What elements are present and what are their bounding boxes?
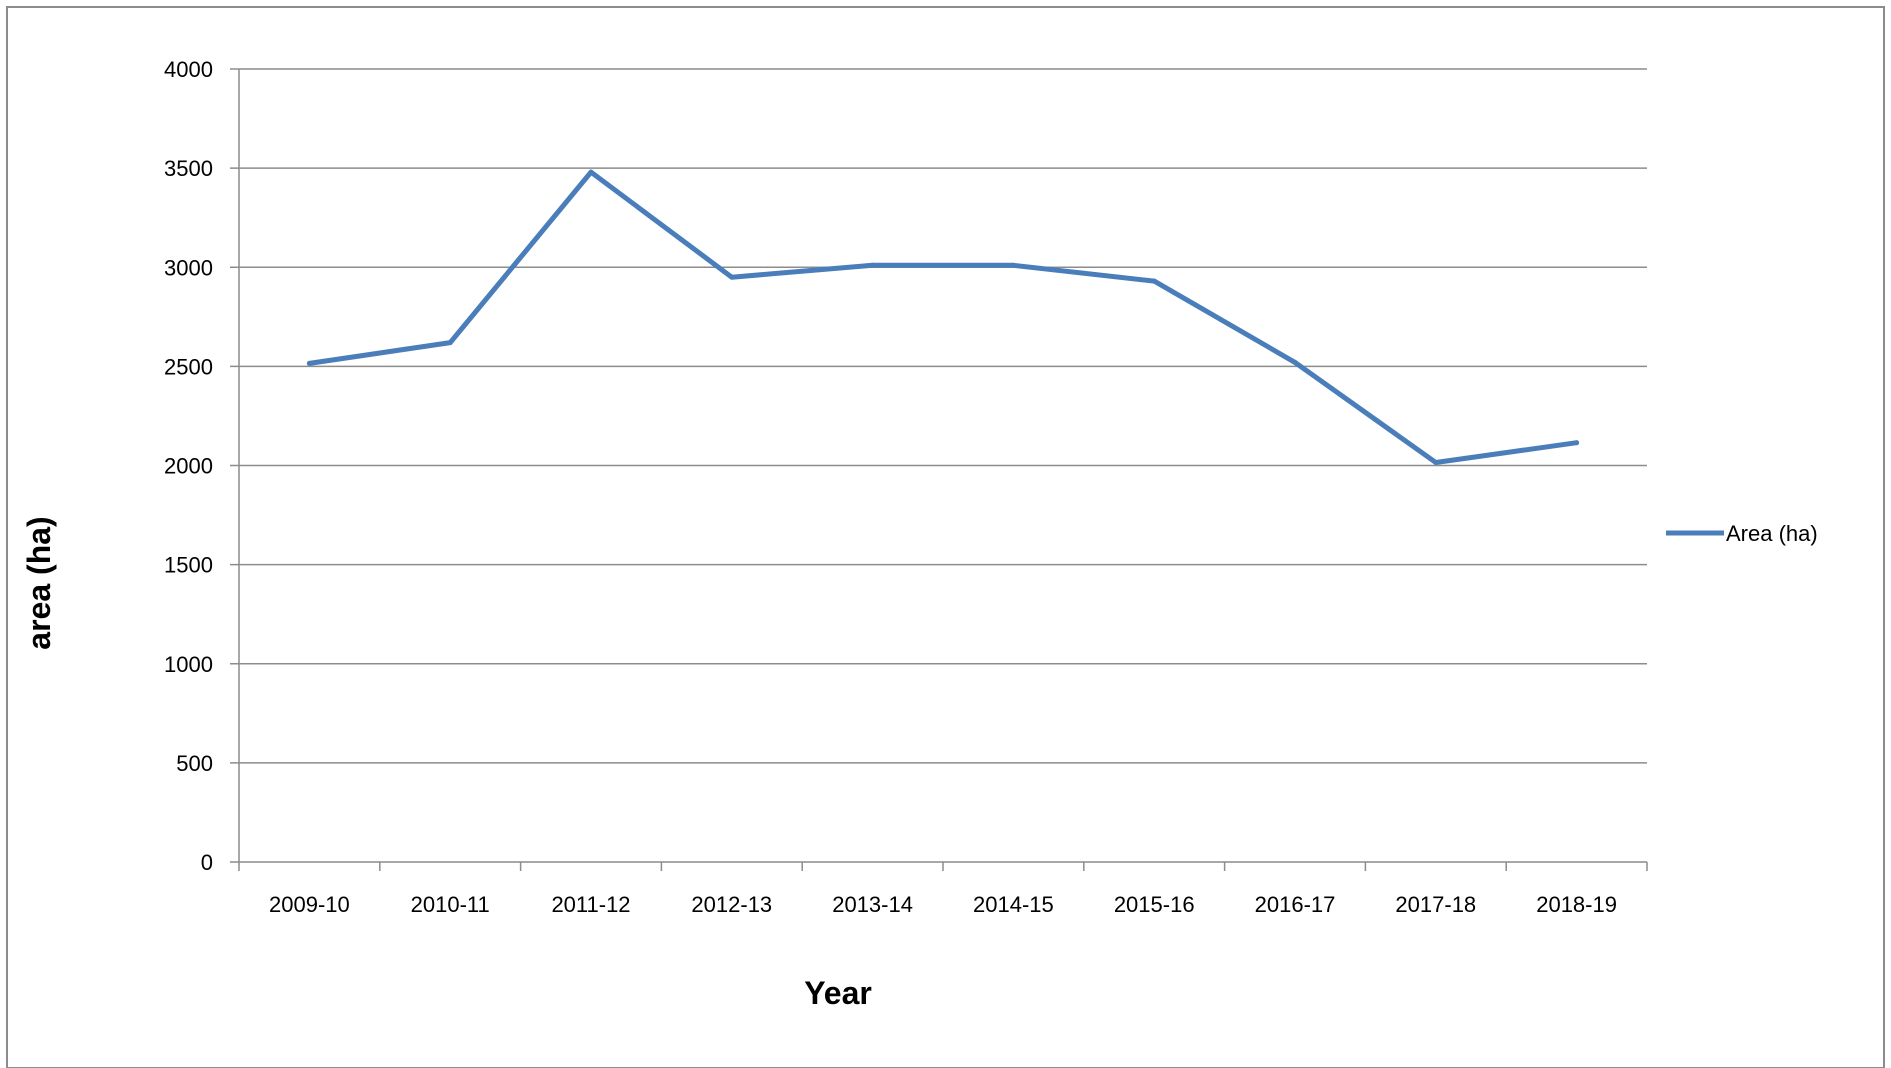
series-line-area-ha xyxy=(306,169,1580,465)
x-tick-label: 2009-10 xyxy=(269,892,350,917)
y-tick-labels: 0 500 1000 1500 2000 2500 3000 3500 4000 xyxy=(164,57,213,875)
legend-label: Area (ha) xyxy=(1726,521,1818,546)
data-point xyxy=(588,169,594,175)
x-tick-label: 2018-19 xyxy=(1536,892,1617,917)
y-tick-label: 1500 xyxy=(164,553,213,578)
data-point xyxy=(870,262,876,268)
x-tick-label: 2017-18 xyxy=(1395,892,1476,917)
y-tick-label: 3000 xyxy=(164,255,213,280)
data-point xyxy=(1151,278,1157,284)
axes xyxy=(230,68,1648,871)
y-tick-label: 0 xyxy=(201,850,213,875)
legend: Area (ha) xyxy=(1666,521,1818,546)
gridlines xyxy=(239,68,1647,764)
data-point xyxy=(1433,460,1439,466)
data-point xyxy=(729,274,735,280)
x-tick-label: 2011-12 xyxy=(551,892,630,917)
x-tick-label: 2015-16 xyxy=(1114,892,1195,917)
x-tick-label: 2014-15 xyxy=(973,892,1054,917)
y-axis-title: area (ha) xyxy=(21,516,57,649)
y-tick-label: 1000 xyxy=(164,652,213,677)
data-point xyxy=(306,360,312,366)
y-tick-label: 2000 xyxy=(164,454,213,479)
data-point xyxy=(1292,359,1298,365)
y-tick-label: 2500 xyxy=(164,354,213,379)
y-tick-label: 500 xyxy=(176,751,213,776)
y-tick-label: 4000 xyxy=(164,57,213,82)
x-tick-label: 2013-14 xyxy=(832,892,913,917)
data-point xyxy=(1574,440,1580,446)
x-tick-label: 2016-17 xyxy=(1255,892,1336,917)
x-tick-label: 2012-13 xyxy=(691,892,772,917)
data-point xyxy=(447,340,453,346)
x-tick-label: 2010-11 xyxy=(411,892,490,917)
data-point xyxy=(1010,262,1016,268)
x-tick-labels: 2009-10 2010-11 2011-12 2012-13 2013-14 2014-… xyxy=(269,892,1617,917)
chart-border xyxy=(6,6,1885,1068)
series-lines xyxy=(306,169,1580,466)
x-axis-title: Year xyxy=(804,975,872,1011)
y-tick-label: 3500 xyxy=(164,156,213,181)
